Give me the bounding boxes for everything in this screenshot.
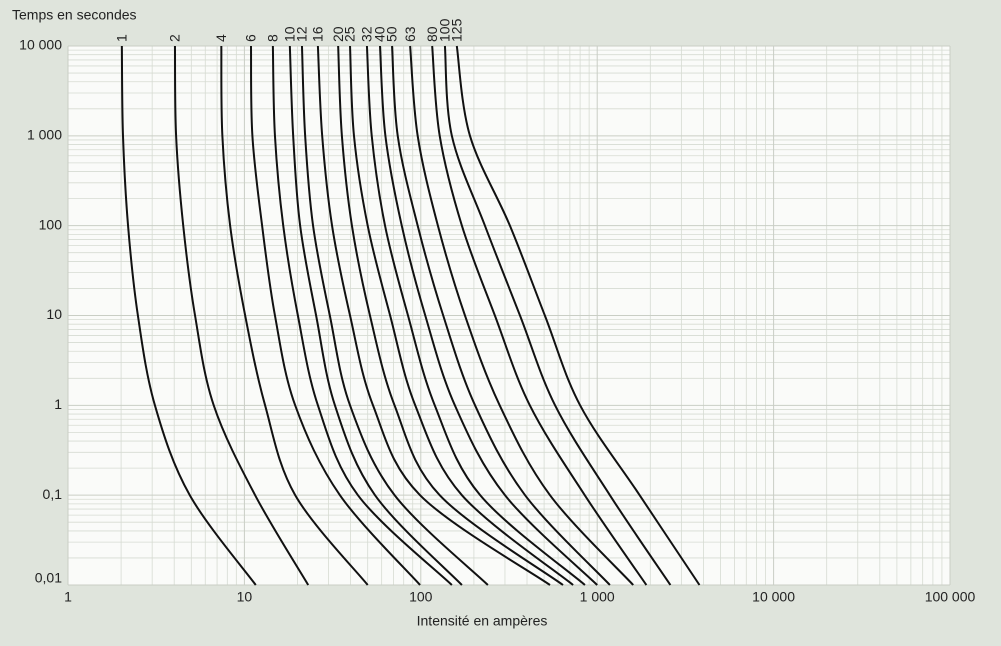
- x-tick-label: 1 000: [580, 589, 615, 605]
- curve-label: 50: [384, 26, 400, 42]
- fuse-curve: [455, 45, 701, 586]
- curve-label: 4: [213, 34, 229, 42]
- y-axis-title: Temps en secondes: [12, 7, 137, 23]
- curve-label: 16: [310, 26, 326, 42]
- curve-label: 125: [449, 18, 465, 42]
- x-tick-label: 10: [237, 589, 253, 605]
- fuse-curve: [431, 45, 648, 586]
- fuse-curve: [120, 45, 257, 586]
- curve-label: 25: [342, 26, 358, 42]
- curve-label: 20: [330, 26, 346, 42]
- y-tick-label: 100: [39, 216, 63, 232]
- fuse-curve: [378, 45, 598, 586]
- fuse-curve: [300, 45, 489, 586]
- fuse-curve: [443, 45, 672, 586]
- fuse-curve: [271, 45, 453, 586]
- y-tick-label: 0,1: [43, 486, 63, 502]
- curve-label: 6: [243, 34, 259, 42]
- curve-label: 40: [372, 26, 388, 42]
- fuse-curve: [365, 45, 586, 586]
- x-tick-label: 1: [64, 589, 72, 605]
- curve-label: 63: [402, 26, 418, 42]
- fuse-curve: [391, 45, 611, 586]
- x-tick-label: 10 000: [752, 589, 795, 605]
- fuse-curve: [409, 45, 634, 586]
- curve-label: 12: [294, 26, 310, 42]
- curve-label: 8: [265, 34, 281, 42]
- fuse-curve: [337, 45, 564, 586]
- curve-label: 1: [114, 34, 130, 42]
- curve-label: 10: [282, 26, 298, 42]
- fuse-curve: [288, 45, 463, 586]
- x-axis-title: Intensité en ampères: [417, 613, 548, 629]
- y-tick-label: 1 000: [27, 127, 62, 143]
- fuse-curve: [316, 45, 551, 586]
- fuse-curve: [349, 45, 574, 586]
- curve-label: 2: [167, 34, 183, 42]
- fuse-curve: [220, 45, 369, 586]
- y-tick-label: 1: [54, 396, 62, 412]
- fuse-curve: [250, 45, 421, 586]
- y-tick-label: 10 000: [19, 37, 62, 53]
- x-tick-label: 100 000: [925, 589, 976, 605]
- fuse-curve: [173, 45, 310, 586]
- curve-label: 80: [424, 26, 440, 42]
- x-tick-label: 100: [409, 589, 433, 605]
- y-tick-label: 10: [46, 306, 62, 322]
- curve-label: 32: [359, 26, 375, 42]
- curve-label: 100: [437, 18, 453, 42]
- y-tick-label: 0,01: [35, 570, 62, 586]
